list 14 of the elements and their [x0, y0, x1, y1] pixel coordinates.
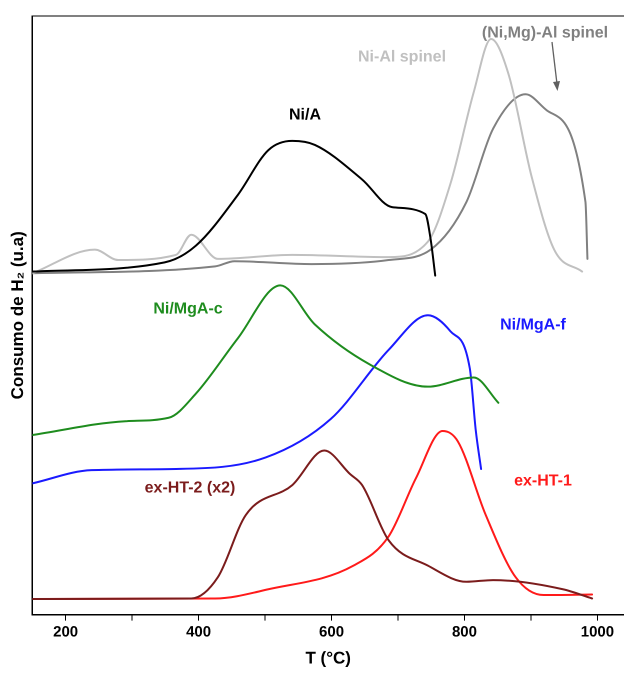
x-axis-title: T (°C): [305, 648, 351, 668]
x-tick-label: 1000: [580, 624, 614, 641]
x-tick-label: 600: [319, 624, 344, 641]
text: Ni-Al spinel: [358, 48, 446, 66]
text: Ni/MgA-f: [500, 316, 567, 334]
x-tick-label: 800: [452, 624, 477, 641]
x-tick-label: 200: [53, 624, 78, 641]
text: (Ni,Mg)-Al spinel: [482, 24, 608, 42]
series-label: Ni/A: [289, 106, 322, 124]
text: ex-HT-1: [514, 472, 572, 490]
series-label: Ni/MgA-c: [153, 300, 223, 318]
series-label: ex-HT-2 (x2): [144, 479, 236, 496]
y-axis-title: Consumo de H₂ (u.a): [8, 231, 27, 400]
x-tick-label: 400: [186, 624, 212, 641]
